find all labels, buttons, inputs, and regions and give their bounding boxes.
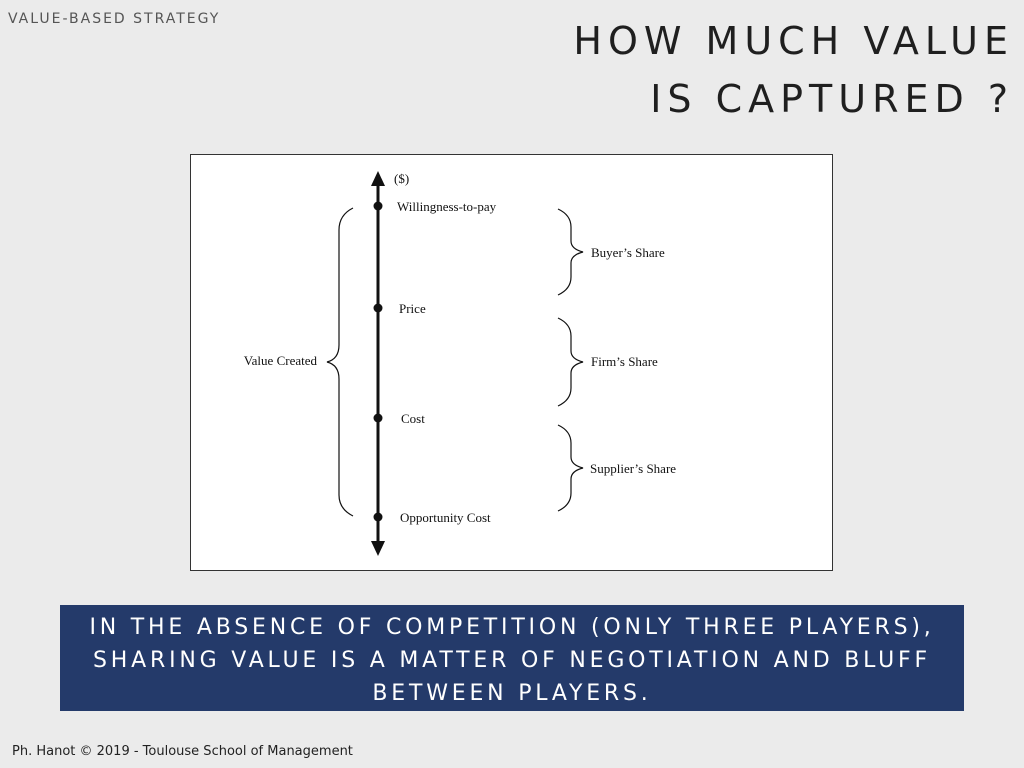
buyer-share-label: Buyer’s Share (591, 245, 665, 260)
title-line-2: IS CAPTURED ? (650, 77, 1014, 121)
axis-unit-label: ($) (394, 171, 409, 186)
conclusion-banner: IN THE ABSENCE OF COMPETITION (ONLY THRE… (60, 605, 964, 711)
firm-share-brace (557, 317, 584, 407)
point-marker-cost (373, 413, 383, 423)
section-label: VALUE-BASED STRATEGY (8, 11, 221, 27)
point-marker-wtp (373, 201, 383, 211)
supplier-share-label: Supplier’s Share (590, 461, 676, 476)
point-label-opportunity-cost: Opportunity Cost (400, 510, 491, 525)
footer-credit: Ph. Hanot © 2019 - Toulouse School of Ma… (12, 744, 353, 759)
supplier-share-brace (557, 424, 584, 512)
point-marker-price (373, 303, 383, 313)
value-created-brace (326, 207, 354, 517)
point-label-price: Price (399, 301, 426, 316)
point-label-wtp: Willingness-to-pay (397, 199, 497, 214)
value-diagram-svg: ($) Willingness-to-pay Price Cost Opport… (244, 171, 676, 556)
title-line-1: HOW MUCH VALUE (573, 19, 1014, 63)
point-label-cost: Cost (401, 411, 425, 426)
buyer-share-brace (557, 208, 584, 296)
firm-share-label: Firm’s Share (591, 354, 658, 369)
axis-arrow-down-icon (371, 541, 385, 556)
value-diagram: ($) Willingness-to-pay Price Cost Opport… (190, 154, 833, 571)
axis-arrow-up-icon (371, 171, 385, 186)
value-created-label: Value Created (244, 353, 318, 368)
point-marker-opportunity-cost (373, 512, 383, 522)
page-title: HOW MUCH VALUE IS CAPTURED ? (573, 12, 1014, 128)
